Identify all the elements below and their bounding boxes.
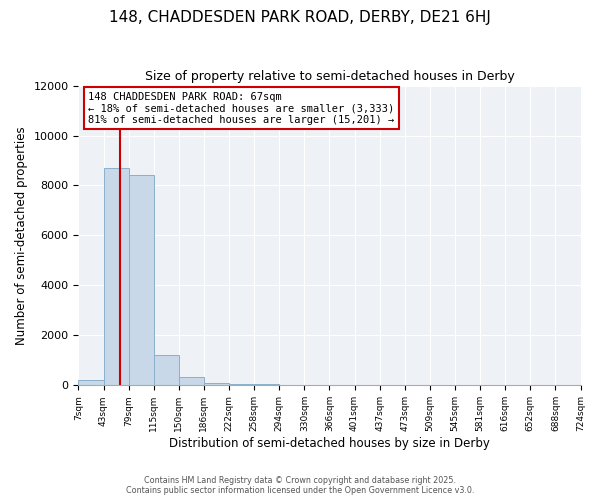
Bar <box>229 384 254 386</box>
Bar <box>104 168 128 386</box>
Bar <box>128 176 154 386</box>
Title: Size of property relative to semi-detached houses in Derby: Size of property relative to semi-detach… <box>145 70 514 83</box>
Bar <box>154 356 179 386</box>
Bar <box>179 377 204 386</box>
X-axis label: Distribution of semi-detached houses by size in Derby: Distribution of semi-detached houses by … <box>169 437 490 450</box>
Text: 148, CHADDESDEN PARK ROAD, DERBY, DE21 6HJ: 148, CHADDESDEN PARK ROAD, DERBY, DE21 6… <box>109 10 491 25</box>
Bar <box>204 383 229 386</box>
Bar <box>254 384 279 386</box>
Bar <box>79 380 104 386</box>
Text: Contains HM Land Registry data © Crown copyright and database right 2025.
Contai: Contains HM Land Registry data © Crown c… <box>126 476 474 495</box>
Text: 148 CHADDESDEN PARK ROAD: 67sqm
← 18% of semi-detached houses are smaller (3,333: 148 CHADDESDEN PARK ROAD: 67sqm ← 18% of… <box>88 92 395 125</box>
Y-axis label: Number of semi-detached properties: Number of semi-detached properties <box>15 126 28 345</box>
